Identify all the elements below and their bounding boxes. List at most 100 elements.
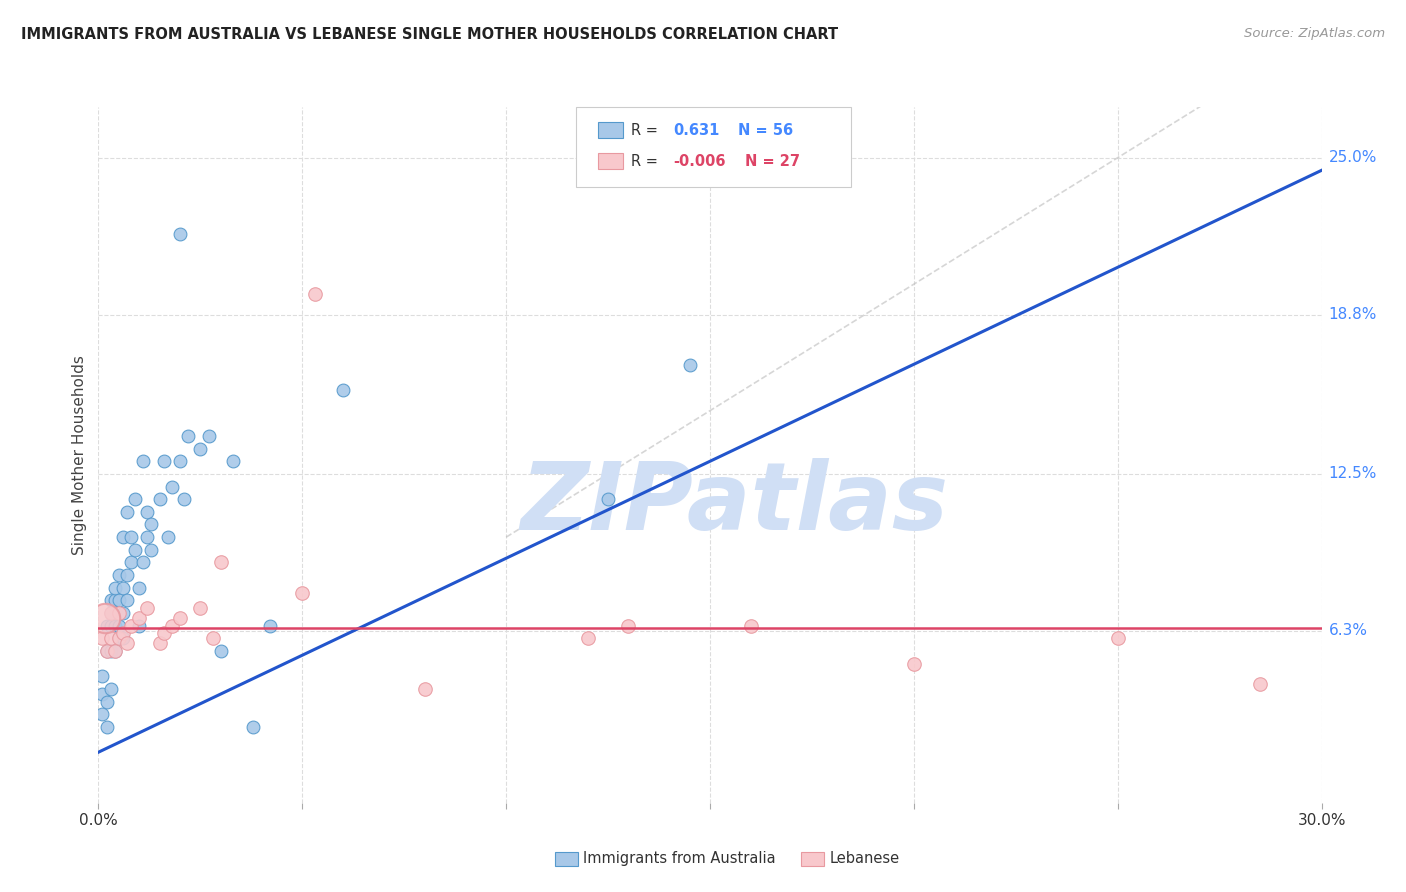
Point <box>115 505 138 519</box>
Text: 18.8%: 18.8% <box>1329 307 1376 322</box>
Point <box>104 618 127 632</box>
Point <box>96 695 118 709</box>
Point <box>93 611 115 625</box>
Point <box>679 358 702 372</box>
Point <box>160 479 183 493</box>
Point <box>197 429 219 443</box>
Point <box>100 681 122 696</box>
Point <box>617 618 640 632</box>
Point <box>740 618 762 632</box>
Point <box>413 681 436 696</box>
Point <box>128 618 150 632</box>
Point <box>160 618 183 632</box>
Point <box>108 593 131 607</box>
Point <box>259 618 281 632</box>
Point <box>91 669 114 683</box>
Text: 25.0%: 25.0% <box>1329 150 1376 165</box>
Text: 6.3%: 6.3% <box>1329 624 1368 639</box>
Text: R =: R = <box>631 123 658 137</box>
Text: N = 27: N = 27 <box>745 154 800 169</box>
Text: ZIPatlas: ZIPatlas <box>520 458 949 549</box>
Point <box>104 593 127 607</box>
Point <box>903 657 925 671</box>
Y-axis label: Single Mother Households: Single Mother Households <box>72 355 87 555</box>
Point <box>128 581 150 595</box>
Point <box>201 632 224 646</box>
Point <box>156 530 179 544</box>
Point <box>100 606 122 620</box>
Text: 12.5%: 12.5% <box>1329 467 1376 482</box>
Point <box>108 632 131 646</box>
Point <box>149 636 172 650</box>
Point <box>91 632 114 646</box>
Point <box>108 632 131 646</box>
Point <box>152 626 174 640</box>
Point <box>120 618 142 632</box>
Point <box>1107 632 1129 646</box>
Text: R =: R = <box>631 154 658 169</box>
Point <box>304 287 326 301</box>
Point <box>169 454 191 468</box>
Text: IMMIGRANTS FROM AUSTRALIA VS LEBANESE SINGLE MOTHER HOUSEHOLDS CORRELATION CHART: IMMIGRANTS FROM AUSTRALIA VS LEBANESE SI… <box>21 27 838 42</box>
Point <box>141 542 163 557</box>
Point <box>124 492 146 507</box>
Point <box>169 227 191 241</box>
Point <box>111 626 134 640</box>
Point <box>96 720 118 734</box>
Point <box>104 581 127 595</box>
Point <box>120 530 142 544</box>
Point <box>149 492 172 507</box>
Text: N = 56: N = 56 <box>738 123 793 137</box>
Point <box>132 556 155 570</box>
Point <box>104 644 127 658</box>
Point <box>188 442 212 456</box>
Point <box>209 644 232 658</box>
Point <box>115 593 138 607</box>
Point <box>124 542 146 557</box>
Point <box>108 606 131 620</box>
Point <box>100 593 122 607</box>
Point <box>108 568 131 582</box>
Point <box>96 644 118 658</box>
Point <box>111 606 134 620</box>
Point <box>104 644 127 658</box>
Point <box>115 568 138 582</box>
Point <box>136 601 159 615</box>
Point <box>177 429 200 443</box>
Point <box>173 492 195 507</box>
Text: Immigrants from Australia: Immigrants from Australia <box>583 851 776 865</box>
Point <box>222 454 245 468</box>
Point <box>115 636 138 650</box>
Text: -0.006: -0.006 <box>673 154 725 169</box>
Point <box>111 530 134 544</box>
Text: Lebanese: Lebanese <box>830 851 900 865</box>
Point <box>136 530 159 544</box>
Point <box>100 606 122 620</box>
Point <box>111 632 134 646</box>
Point <box>242 720 264 734</box>
Point <box>96 644 118 658</box>
Point <box>332 384 354 398</box>
Point <box>111 581 134 595</box>
Point <box>136 505 159 519</box>
Point <box>120 556 142 570</box>
Point <box>132 454 155 468</box>
Point <box>100 618 122 632</box>
Point <box>100 632 122 646</box>
Point <box>96 618 118 632</box>
Point <box>152 454 174 468</box>
Text: Source: ZipAtlas.com: Source: ZipAtlas.com <box>1244 27 1385 40</box>
Point <box>100 644 122 658</box>
Point <box>169 611 191 625</box>
Point <box>108 618 131 632</box>
Text: 0.631: 0.631 <box>673 123 720 137</box>
Point <box>188 601 212 615</box>
Point <box>141 517 163 532</box>
Point <box>128 611 150 625</box>
Point <box>1249 677 1271 691</box>
Point <box>576 632 599 646</box>
Point <box>91 687 114 701</box>
Point <box>598 492 620 507</box>
Point <box>291 586 314 600</box>
Point <box>209 556 232 570</box>
